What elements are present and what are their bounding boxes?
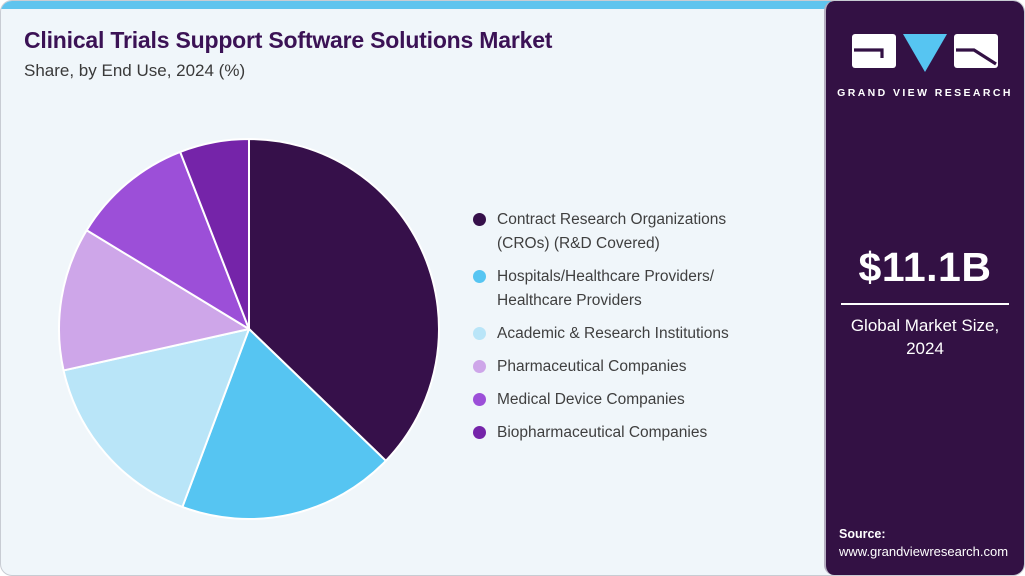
legend-item: Pharmaceutical Companies: [473, 355, 803, 379]
pie-slice: [179, 138, 250, 330]
pie-slice: [62, 328, 250, 508]
market-size-caption: Global Market Size, 2024: [850, 316, 1000, 358]
pie-slice: [58, 229, 250, 372]
legend-label: Academic & Research Institutions: [497, 325, 729, 342]
legend-swatch-icon: [473, 393, 486, 406]
header: Clinical Trials Support Software Solutio…: [24, 27, 804, 81]
legend-label: Pharmaceutical Companies: [497, 358, 687, 375]
legend-swatch-icon: [473, 327, 486, 340]
page-title: Clinical Trials Support Software Solutio…: [24, 27, 553, 53]
top-accent-bar: [1, 1, 831, 9]
pie-slice: [181, 328, 387, 520]
legend-swatch-icon: [473, 426, 486, 439]
pie-slice: [248, 138, 440, 462]
legend-label: Hospitals/Healthcare Providers/Healthcar…: [497, 268, 715, 309]
source-label: Source:: [839, 527, 886, 541]
source-block: Source: www.grandviewresearch.com: [839, 527, 1008, 559]
pie-slice: [85, 150, 250, 330]
legend-item: Biopharmaceutical Companies: [473, 421, 803, 445]
legend-label: Biopharmaceutical Companies: [497, 424, 708, 441]
legend-label: Contract Research Organizations (CROs) (R…: [497, 211, 727, 252]
legend-item: Medical Device Companies: [473, 388, 803, 412]
brand-logo: GRAND VIEW RESEARCH: [837, 28, 1013, 99]
legend-item: Contract Research Organizations (CROs) (R…: [473, 208, 803, 256]
legend-swatch-icon: [473, 360, 486, 373]
legend-swatch-icon: [473, 270, 486, 283]
sidebar: GRAND VIEW RESEARCH $11.1B Global Market…: [824, 1, 1024, 575]
page-subtitle: Share, by End Use, 2024 (%): [24, 61, 246, 80]
legend-item: Hospitals/Healthcare Providers/Healthcar…: [473, 265, 803, 313]
brand-name: GRAND VIEW RESEARCH: [837, 87, 1013, 99]
legend-swatch-icon: [473, 213, 486, 226]
source-url: www.grandviewresearch.com: [839, 544, 1009, 559]
market-size-value: $11.1B: [858, 244, 992, 290]
legend-item: Academic & Research Institutions: [473, 322, 803, 346]
gvr-logo-icon: [851, 34, 998, 72]
pie-svg: [58, 138, 440, 520]
market-divider: [841, 303, 1009, 305]
market-size-block: $11.1B Global Market Size, 2024: [826, 244, 1024, 361]
legend: Contract Research Organizations (CROs) (R…: [473, 208, 803, 454]
legend-label: Medical Device Companies: [497, 391, 685, 408]
pie-chart: [53, 133, 445, 525]
